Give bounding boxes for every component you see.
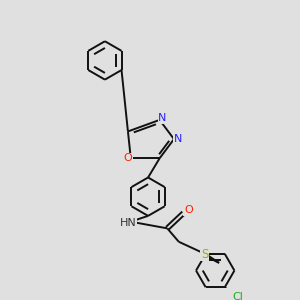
Text: N: N [158,113,167,123]
Text: N: N [174,134,182,144]
Text: S: S [201,248,208,261]
Text: HN: HN [120,218,136,228]
Text: Cl: Cl [233,292,244,300]
Text: O: O [124,153,132,163]
Text: O: O [184,205,193,215]
